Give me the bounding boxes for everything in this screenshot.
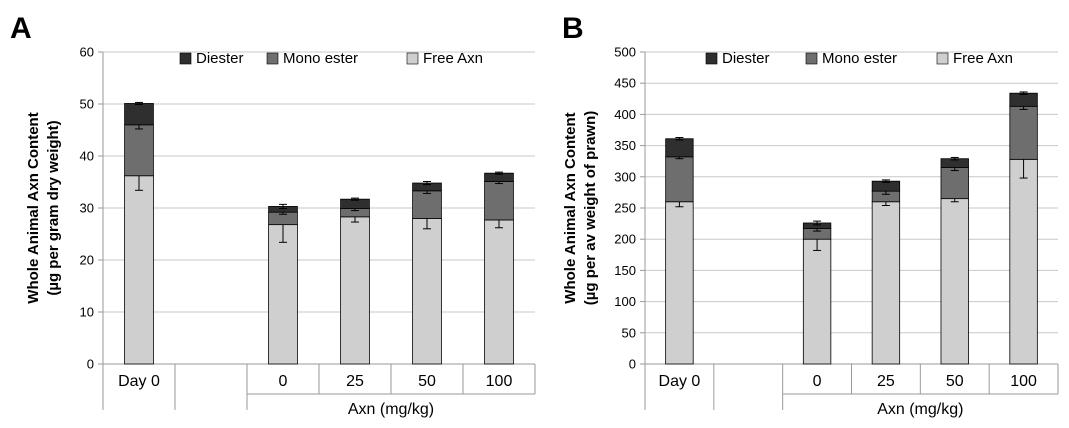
x-tick-label: 100 xyxy=(486,373,513,390)
bar-free_axn xyxy=(484,219,514,365)
legend-label: Mono ester xyxy=(822,50,897,67)
x-tick-label: 0 xyxy=(279,373,288,390)
y-tick-label: 150 xyxy=(614,263,636,278)
y-tick-label: 50 xyxy=(80,97,94,112)
y-tick-label: 400 xyxy=(614,107,636,122)
legend-swatch xyxy=(406,52,419,65)
legend-label: Diester xyxy=(722,50,770,67)
bar-free_axn xyxy=(1009,158,1038,365)
y-tick-label: 20 xyxy=(80,253,94,268)
y-tick-label: 200 xyxy=(614,232,636,247)
bar-mono_ester xyxy=(1009,105,1038,160)
y-tick-label: 250 xyxy=(614,201,636,216)
x-tick-label: 25 xyxy=(877,373,895,390)
bar-mono_ester xyxy=(940,167,969,200)
x-tick-label: 0 xyxy=(813,373,822,390)
x-tick-label: 25 xyxy=(346,373,364,390)
legend-swatch xyxy=(705,52,718,65)
legend-swatch xyxy=(266,52,279,65)
bar-free_axn xyxy=(940,198,969,365)
y-tick-label: 40 xyxy=(80,149,94,164)
bar-mono_ester xyxy=(484,181,514,221)
bar-mono_ester xyxy=(665,156,694,203)
bar-free_axn xyxy=(268,224,298,365)
bar-free_axn xyxy=(802,238,832,365)
legend-label: Mono ester xyxy=(283,50,358,67)
bar-free_axn xyxy=(340,216,370,365)
legend-label: Free Axn xyxy=(423,50,483,67)
legend-swatch xyxy=(805,52,818,65)
y-tick-label: 50 xyxy=(622,325,636,340)
bar-free_axn xyxy=(871,201,901,365)
panel-label: B xyxy=(562,12,584,45)
x-axis-label: Axn (mg/kg) xyxy=(348,401,434,418)
bar-diester xyxy=(665,138,694,158)
y-tick-label: 30 xyxy=(80,201,94,216)
x-tick-label: 100 xyxy=(1010,373,1037,390)
bar-diester xyxy=(124,103,154,126)
legend-label: Free Axn xyxy=(953,50,1013,67)
x-tick-label: Day 0 xyxy=(659,373,701,390)
bar-mono_ester xyxy=(124,124,154,177)
y-tick-label: 300 xyxy=(614,169,636,184)
chart-panel-A: A 0 10 20 30 40 50 60 Day 0 0 25 50 100 Axn (mg/kg) Wh… xyxy=(10,12,536,418)
x-axis-label: Axn (mg/kg) xyxy=(877,401,963,418)
legend-swatch xyxy=(179,52,192,65)
legend-label: Diester xyxy=(196,50,244,67)
y-tick-label: 60 xyxy=(80,45,94,60)
panel-label: A xyxy=(10,12,32,45)
y-axis-label: Whole Animal Axn Content xyxy=(562,112,579,303)
y-tick-label: 350 xyxy=(614,138,636,153)
bar-mono_ester xyxy=(412,190,442,219)
bar-diester xyxy=(1009,92,1038,107)
bar-free_axn xyxy=(665,201,694,365)
chart-panel-B: B 0 50 100 150 200 250 300 350 400 450 500 Day 0 0 25 5… xyxy=(562,12,1059,418)
y-tick-label: 0 xyxy=(629,357,636,372)
y-tick-label: 500 xyxy=(614,45,636,60)
legend-swatch xyxy=(936,52,949,65)
x-tick-label: 50 xyxy=(946,373,964,390)
y-tick-label: 450 xyxy=(614,76,636,91)
bar-free_axn xyxy=(412,217,442,365)
y-tick-label: 10 xyxy=(80,305,94,320)
y-axis-label-units: (µg per av weight of prawn) xyxy=(582,111,599,306)
x-tick-label: 50 xyxy=(418,373,436,390)
x-tick-label: Day 0 xyxy=(118,373,160,390)
bar-free_axn xyxy=(124,175,154,365)
y-axis-label: Whole Animal Axn Content xyxy=(25,112,42,303)
y-tick-label: 100 xyxy=(614,294,636,309)
y-tick-label: 0 xyxy=(87,357,94,372)
y-axis-label-units: (µg per gram dry weight) xyxy=(45,120,62,295)
